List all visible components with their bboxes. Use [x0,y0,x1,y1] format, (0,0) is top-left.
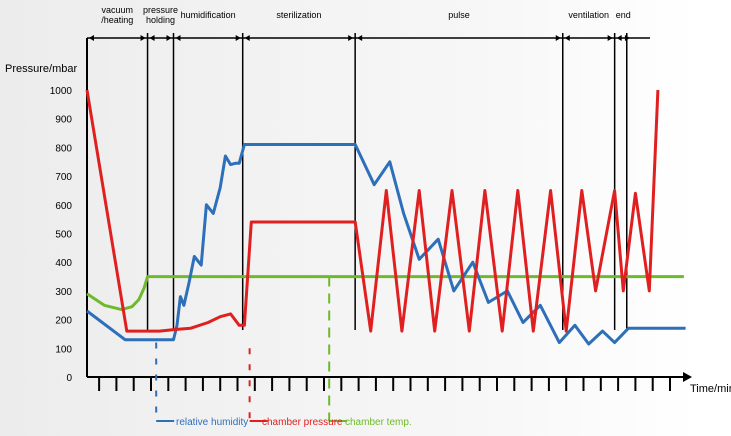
phase-label: sterilization [276,10,321,20]
series-line-chamber-temp- [86,275,684,312]
phase-arrow-left [244,35,250,41]
phase-arrow-left [149,35,155,41]
phase-arrow-right [555,35,561,41]
phase-arrow-right [607,35,613,41]
series-layer [85,89,686,346]
legend: relative humidity chamber pressure chamber… [176,417,412,428]
y-tick-label: 300 [55,287,72,298]
phase-label: pulse [448,10,470,20]
y-tick-label: 400 [55,258,72,269]
phase-label: vacuum [102,5,134,15]
y-axis-label: Pressure/mbar [5,63,77,75]
y-tick-label: 200 [55,316,72,327]
phase-arrow-right [140,35,146,41]
y-tick-label: 500 [55,230,72,241]
phase-label: humidification [181,10,236,20]
marker-layer [155,276,348,422]
phase-arrow-right [348,35,354,41]
x-axis-arrow [683,372,692,382]
y-tick-label: 100 [55,344,72,355]
y-tick-label: 700 [55,172,72,183]
phase-arrow-right [624,35,630,41]
phase-label: end [616,10,631,20]
phase-arrow-right [235,35,241,41]
phase-arrow-left [357,35,363,41]
legend-item: chamber temp. [345,417,412,428]
y-tick-label: 800 [55,143,72,154]
phase-label: ventilation [568,10,609,20]
series-line-relative-humidity [86,143,686,346]
phase-arrow-right [166,35,172,41]
y-tick-label: 0 [66,373,72,384]
phase-arrow-left [564,35,570,41]
legend-item: relative humidity [176,417,248,428]
phase-arrow-left [175,35,181,41]
legend-item: chamber pressure [262,417,343,428]
series-line-chamber-pressure [85,89,660,333]
phase-label: /heating [101,15,133,25]
y-tick-label: 600 [55,201,72,212]
phase-arrow-left [89,35,94,41]
y-tick-label: 900 [55,115,72,126]
phase-label: pressure [143,5,178,15]
x-axis-label: Time/min [690,383,731,395]
phase-arrow-left [616,35,622,41]
axis-layer: Pressure/mbar Time/min 0 100 200 300 400 500 6… [5,38,731,395]
phase-label: holding [146,15,175,25]
y-tick-label: 1000 [50,86,73,97]
